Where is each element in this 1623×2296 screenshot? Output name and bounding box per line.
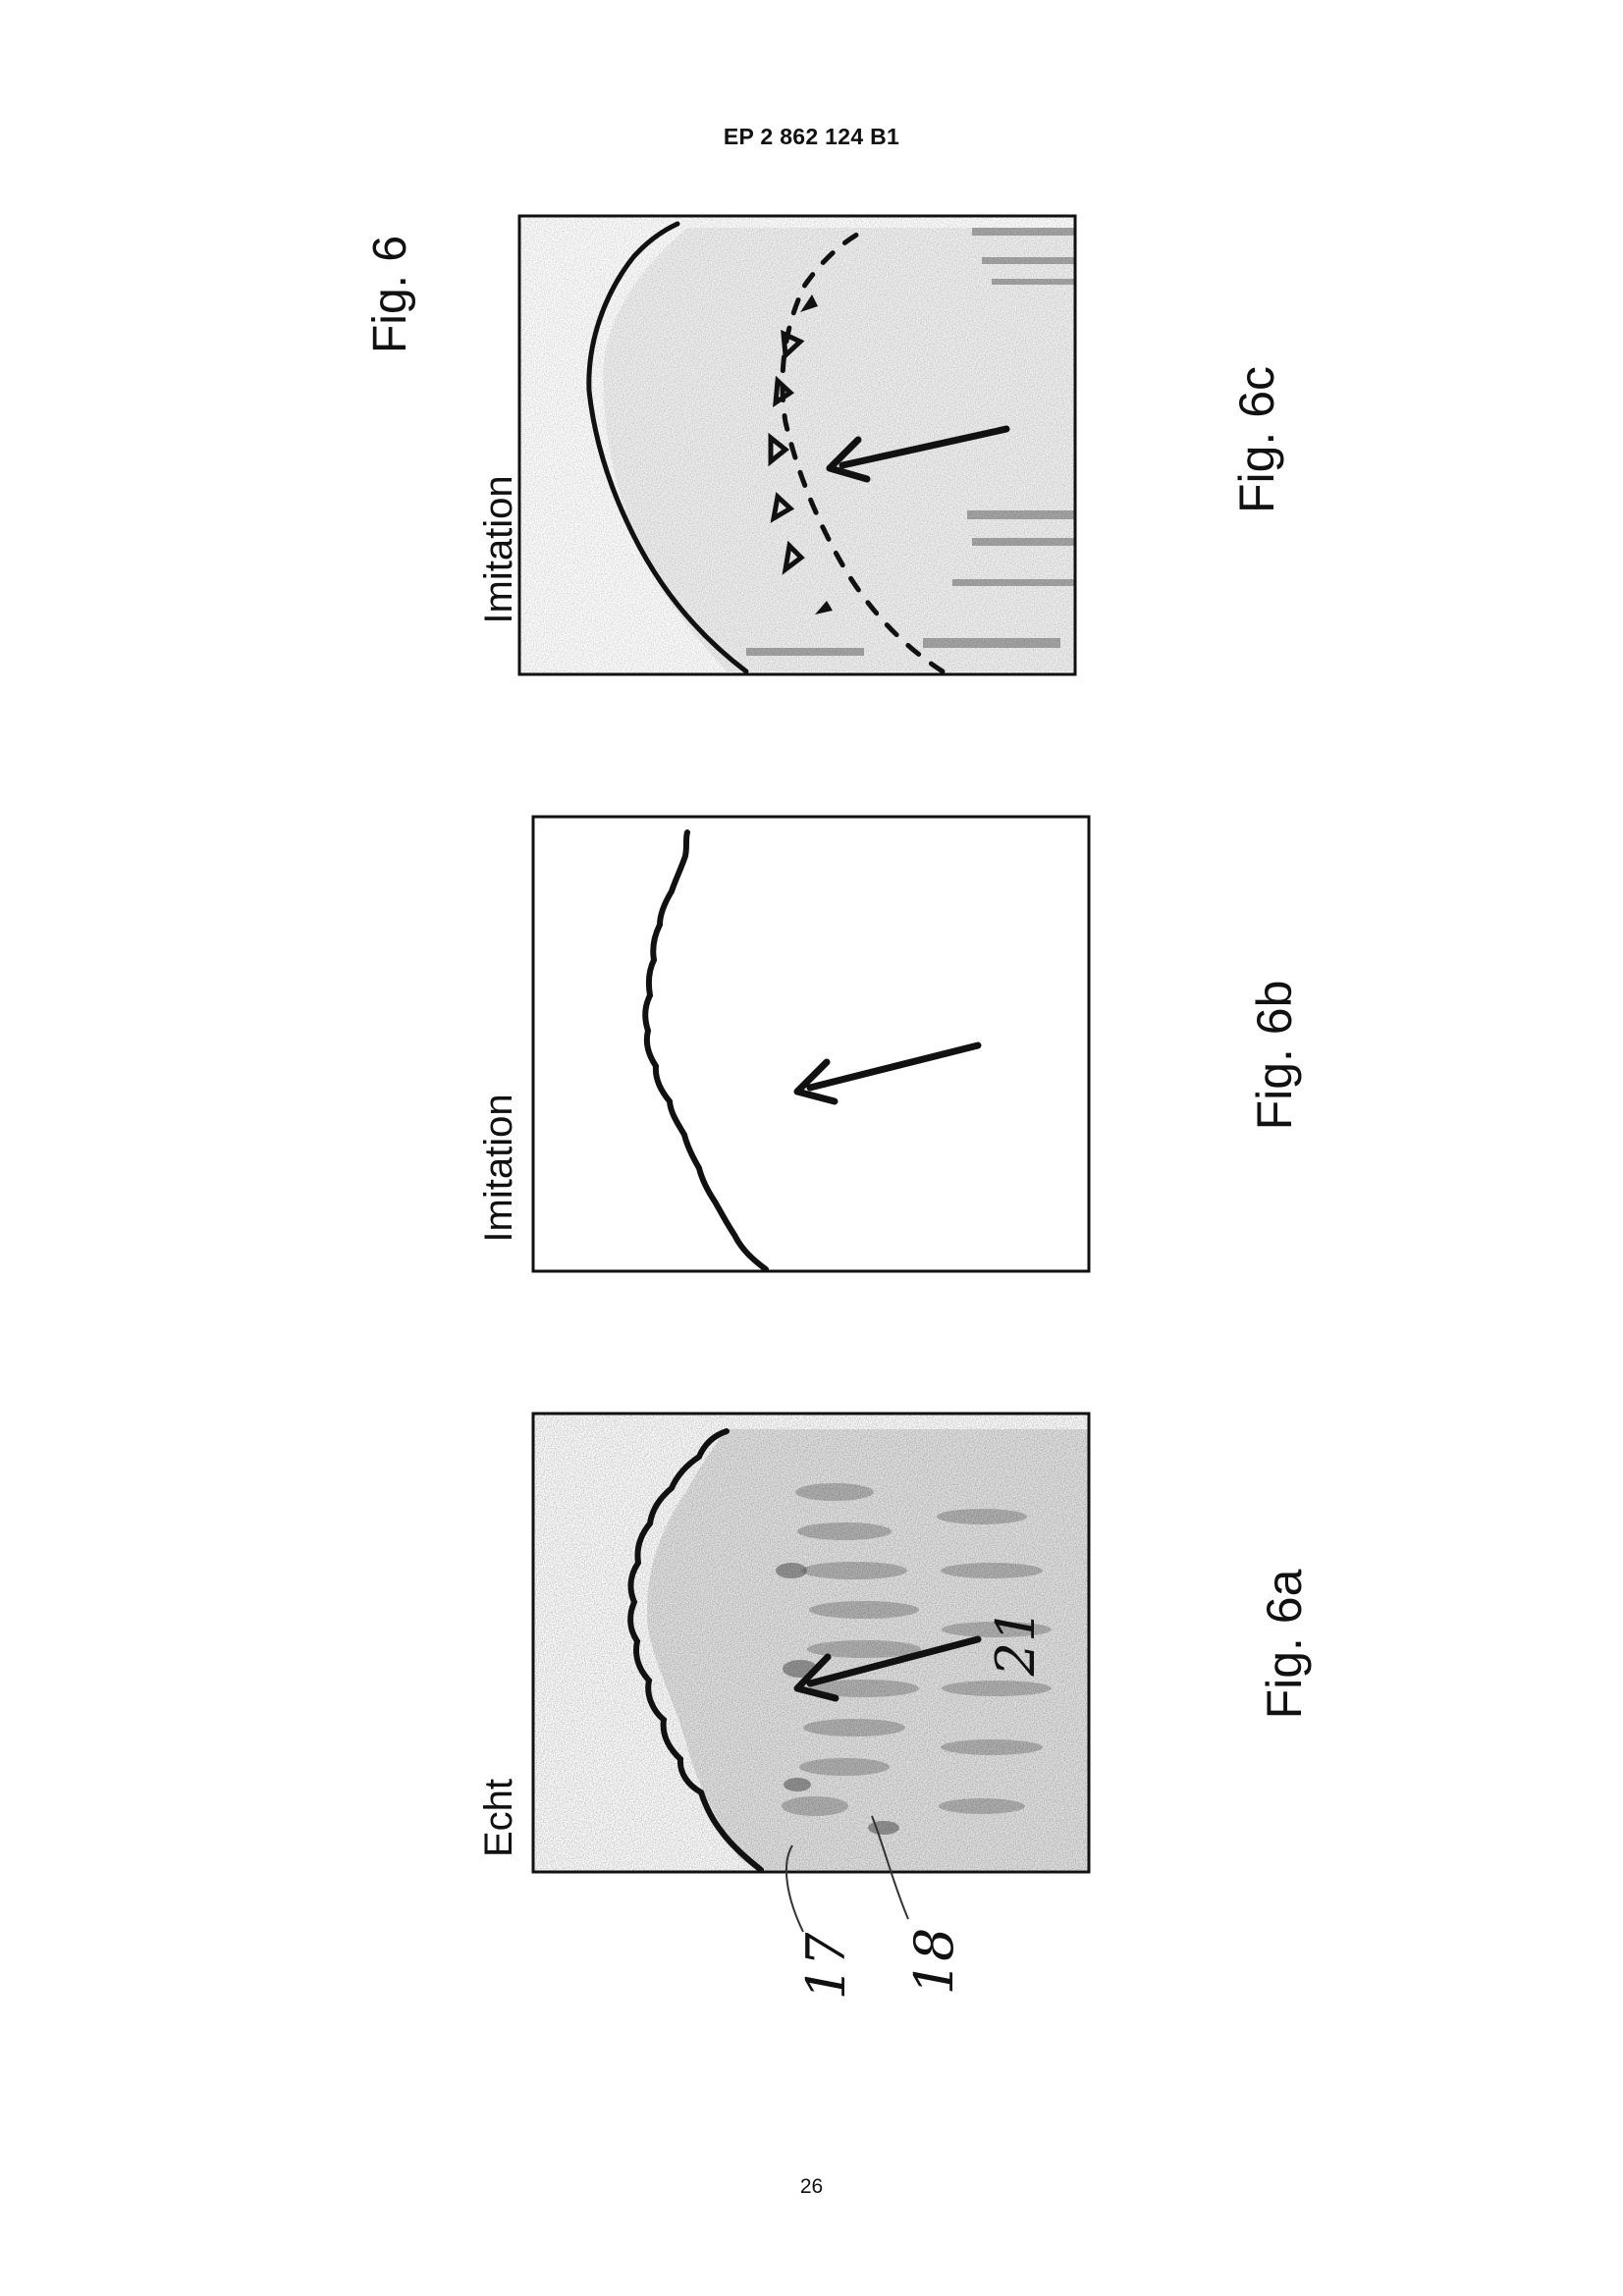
panel-6a-caption: Fig. 6a (1257, 1569, 1312, 1720)
panel-6b (531, 815, 1091, 1273)
panel-6c (517, 214, 1077, 676)
panel-6c-title: Imitation (477, 475, 520, 624)
panel-6a-arrow (806, 1635, 982, 1687)
panel-6c-arrow (839, 425, 1010, 469)
panel-6b-profile (642, 829, 769, 1272)
panel-6c-caption: Fig. 6c (1229, 365, 1284, 514)
reference-numeral-18: 18 (903, 1927, 965, 1996)
panel-6a (531, 1412, 1091, 1933)
panel-6c-inner-profile (780, 225, 946, 674)
panel-6b-title: Imitation (477, 1094, 520, 1243)
panel-6c-texture (519, 216, 1075, 674)
panel-6a-profile (627, 1428, 764, 1873)
panel-6a-title: Echt (477, 1778, 520, 1858)
reference-numeral-21: 21 (985, 1608, 1047, 1677)
document-header: EP 2 862 124 B1 (723, 124, 900, 149)
panel-6b-caption: Fig. 6b (1247, 980, 1302, 1131)
panel-6a-texture (533, 1414, 1089, 1872)
reference-numeral-17: 17 (795, 1932, 857, 2001)
panel-6c-outer-profile (586, 221, 749, 674)
page-number: 26 (799, 2175, 824, 2198)
panel-6b-arrow (806, 1041, 982, 1092)
panel-6c-notches (768, 329, 805, 575)
